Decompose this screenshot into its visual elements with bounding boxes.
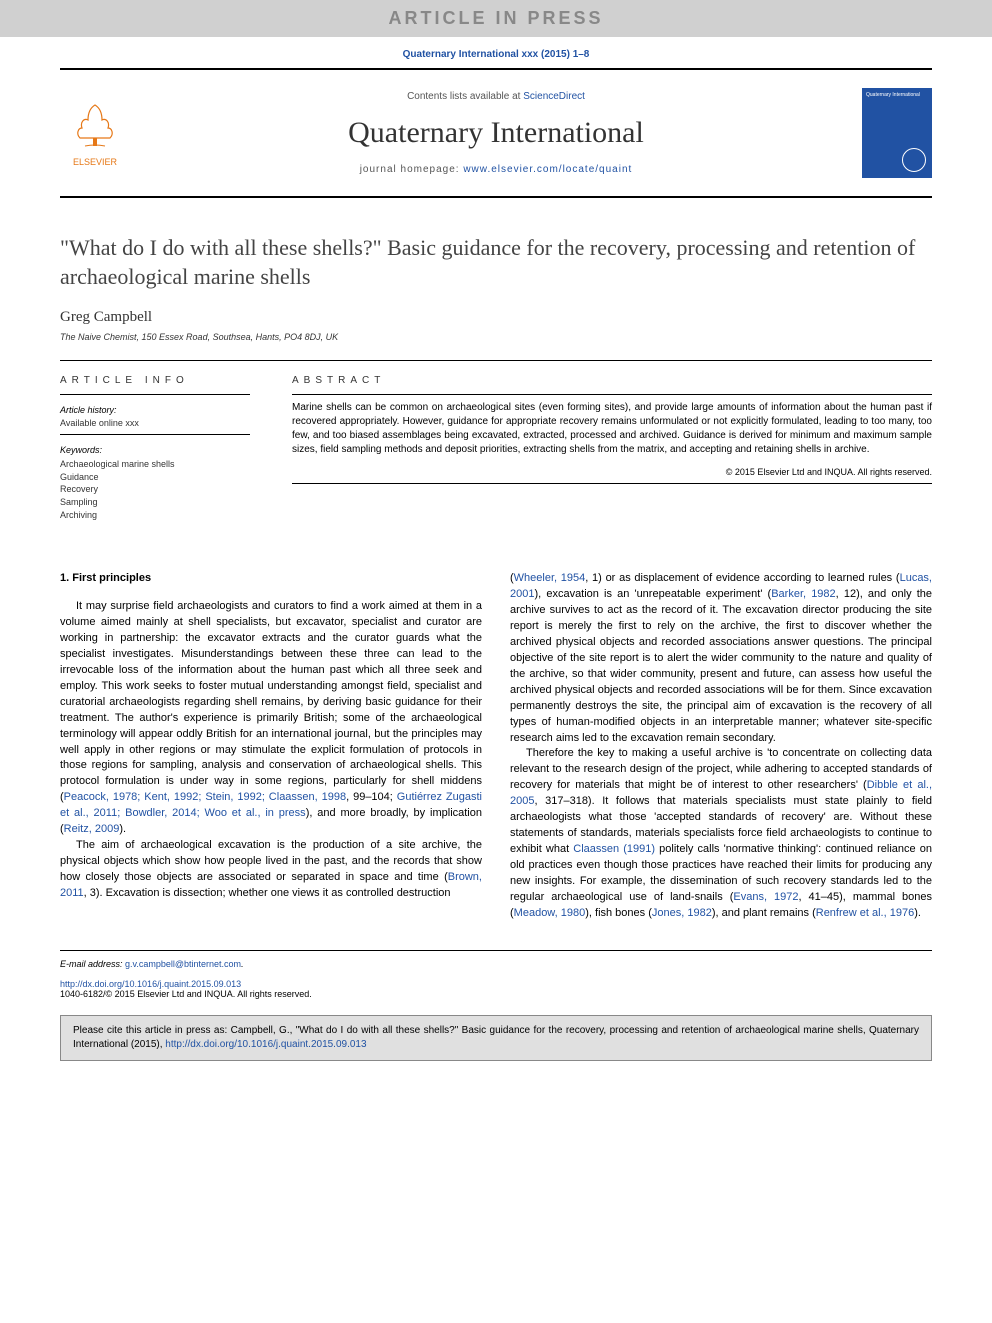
keywords-label: Keywords:: [60, 445, 260, 455]
contents-available-line: Contents lists available at ScienceDirec…: [130, 91, 862, 102]
email-link[interactable]: g.v.campbell@btinternet.com: [125, 959, 241, 969]
header-center: Contents lists available at ScienceDirec…: [130, 91, 862, 175]
journal-header: ELSEVIER Contents lists available at Sci…: [60, 68, 932, 198]
homepage-prefix: journal homepage:: [360, 164, 464, 175]
email-line: E-mail address: g.v.campbell@btinternet.…: [60, 959, 932, 969]
divider-top: [60, 360, 932, 361]
abstract-column: ABSTRACT Marine shells can be common on …: [292, 375, 932, 521]
citation-link[interactable]: Meadow, 1980: [514, 907, 586, 919]
elsevier-logo: ELSEVIER: [60, 100, 130, 167]
sciencedirect-link[interactable]: ScienceDirect: [523, 91, 585, 102]
footer-block: E-mail address: g.v.campbell@btinternet.…: [60, 950, 932, 999]
cover-text: Quaternary International: [866, 92, 920, 98]
info-abstract-row: ARTICLE INFO Article history: Available …: [60, 375, 932, 521]
body-paragraph: It may surprise field archaeologists and…: [60, 599, 482, 838]
citation-link[interactable]: Jones, 1982: [652, 907, 712, 919]
citation-link[interactable]: Renfrew et al., 1976: [816, 907, 914, 919]
citation-link[interactable]: Reitz, 2009: [64, 823, 120, 835]
top-citation: Quaternary International xxx (2015) 1–8: [0, 37, 992, 68]
banner-text: ARTICLE IN PRESS: [388, 8, 603, 28]
keyword-item: Sampling: [60, 496, 260, 509]
journal-cover-thumbnail: Quaternary International: [862, 88, 932, 178]
info-divider-2: [60, 434, 250, 435]
history-label: Article history:: [60, 405, 260, 415]
body-column-left: 1. First principles It may surprise fiel…: [60, 571, 482, 922]
body-columns: 1. First principles It may surprise fiel…: [60, 571, 932, 922]
cover-emblem-icon: [902, 148, 926, 172]
article-info-column: ARTICLE INFO Article history: Available …: [60, 375, 260, 521]
body-paragraph: The aim of archaeological excavation is …: [60, 838, 482, 902]
cite-doi-link[interactable]: http://dx.doi.org/10.1016/j.quaint.2015.…: [165, 1039, 366, 1050]
keyword-item: Archaeological marine shells: [60, 458, 260, 471]
abstract-text: Marine shells can be common on archaeolo…: [292, 401, 932, 457]
abstract-divider: [292, 394, 932, 395]
cite-this-article-box: Please cite this article in press as: Ca…: [60, 1015, 932, 1061]
citation-link[interactable]: Wheeler, 1954: [514, 572, 586, 584]
author-affiliation: The Naive Chemist, 150 Essex Road, South…: [60, 332, 932, 342]
section-heading-1: 1. First principles: [60, 571, 482, 587]
article-title: "What do I do with all these shells?" Ba…: [60, 234, 932, 291]
keywords-list: Archaeological marine shells Guidance Re…: [60, 458, 260, 521]
body-paragraph: (Wheeler, 1954, 1) or as displacement of…: [510, 571, 932, 746]
email-label: E-mail address:: [60, 959, 125, 969]
abstract-header: ABSTRACT: [292, 375, 932, 386]
homepage-link[interactable]: www.elsevier.com/locate/quaint: [463, 164, 632, 175]
citation-link[interactable]: Claassen (1991): [573, 843, 655, 855]
homepage-line: journal homepage: www.elsevier.com/locat…: [130, 164, 862, 175]
abstract-copyright: © 2015 Elsevier Ltd and INQUA. All right…: [292, 467, 932, 477]
keyword-item: Guidance: [60, 471, 260, 484]
doi-link[interactable]: http://dx.doi.org/10.1016/j.quaint.2015.…: [60, 979, 932, 989]
keyword-item: Archiving: [60, 509, 260, 522]
citation-link[interactable]: Peacock, 1978; Kent, 1992; Stein, 1992; …: [64, 791, 346, 803]
info-divider-1: [60, 394, 250, 395]
issn-copyright-line: 1040-6182/© 2015 Elsevier Ltd and INQUA.…: [60, 989, 932, 999]
citation-link[interactable]: Barker, 1982: [771, 588, 835, 600]
elsevier-tree-icon: [70, 100, 120, 150]
keyword-item: Recovery: [60, 483, 260, 496]
article-info-header: ARTICLE INFO: [60, 375, 260, 386]
history-text: Available online xxx: [60, 418, 260, 428]
body-column-right: (Wheeler, 1954, 1) or as displacement of…: [510, 571, 932, 922]
author-name: Greg Campbell: [60, 309, 932, 326]
abstract-divider-bottom: [292, 483, 932, 484]
article-header-block: "What do I do with all these shells?" Ba…: [60, 234, 932, 521]
contents-prefix: Contents lists available at: [407, 91, 523, 102]
elsevier-label: ELSEVIER: [60, 157, 130, 167]
body-paragraph: Therefore the key to making a useful arc…: [510, 746, 932, 921]
journal-name: Quaternary International: [130, 116, 862, 150]
citation-link[interactable]: Evans, 1972: [733, 891, 798, 903]
article-in-press-banner: ARTICLE IN PRESS: [0, 0, 992, 37]
